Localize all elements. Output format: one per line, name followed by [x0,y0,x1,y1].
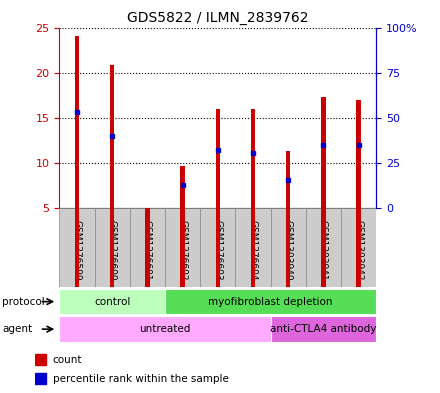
Text: GSM1276603: GSM1276603 [213,220,222,281]
Text: control: control [94,297,130,307]
Bar [251,109,255,208]
Text: agent: agent [2,324,32,334]
Text: GSM1276601: GSM1276601 [143,220,152,281]
FancyBboxPatch shape [235,208,271,287]
Bar [356,100,361,208]
Bar [321,208,326,287]
Text: GSM1303942: GSM1303942 [354,220,363,281]
Bar [180,166,185,208]
Text: GSM1276600: GSM1276600 [108,220,117,281]
Bar [75,208,79,287]
FancyBboxPatch shape [200,208,235,287]
Text: GSM1276602: GSM1276602 [178,220,187,281]
Bar [321,97,326,208]
Text: count: count [53,355,82,365]
Bar [216,208,220,287]
Bar [216,109,220,208]
FancyBboxPatch shape [271,208,306,287]
Bar [110,66,114,208]
Text: myofibroblast depletion: myofibroblast depletion [209,297,333,307]
FancyBboxPatch shape [165,289,376,314]
Text: percentile rank within the sample: percentile rank within the sample [53,374,228,384]
Bar [356,208,361,287]
Bar [110,208,114,287]
Text: GSM1303941: GSM1303941 [319,220,328,281]
Bar [251,208,255,287]
Text: protocol: protocol [2,297,45,307]
Title: GDS5822 / ILMN_2839762: GDS5822 / ILMN_2839762 [127,11,308,25]
FancyBboxPatch shape [59,289,165,314]
FancyBboxPatch shape [59,208,95,287]
FancyBboxPatch shape [95,208,130,287]
Text: untreated: untreated [139,324,191,334]
Text: GSM1276604: GSM1276604 [249,220,257,281]
Text: anti-CTLA4 antibody: anti-CTLA4 antibody [270,324,377,334]
FancyBboxPatch shape [271,316,376,342]
FancyBboxPatch shape [306,208,341,287]
Bar [35,373,46,384]
FancyBboxPatch shape [341,208,376,287]
Bar [35,354,46,365]
Bar [145,208,150,287]
Text: GSM1276599: GSM1276599 [73,220,81,281]
Bar [286,151,290,208]
FancyBboxPatch shape [59,316,271,342]
Bar [286,208,290,287]
Bar [180,208,185,287]
Text: GSM1303940: GSM1303940 [284,220,293,281]
FancyBboxPatch shape [130,208,165,287]
FancyBboxPatch shape [165,208,200,287]
Bar [75,36,79,208]
